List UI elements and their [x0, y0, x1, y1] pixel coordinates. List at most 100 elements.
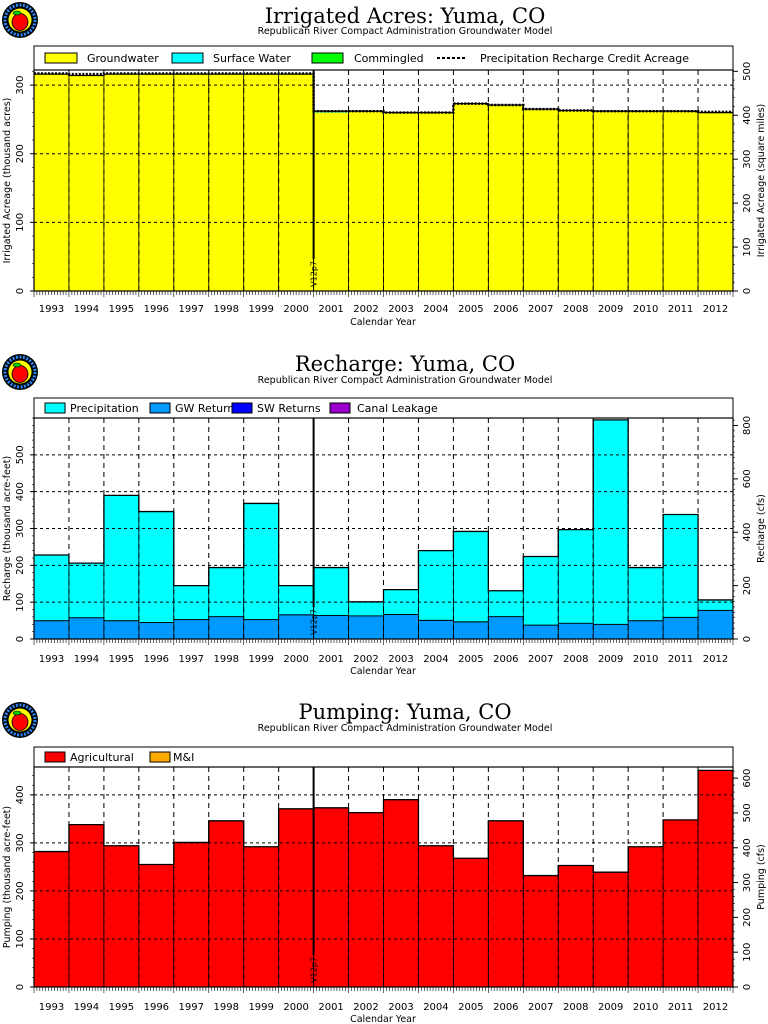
legend-swatch: [329, 402, 351, 414]
year-label: 1998: [213, 654, 238, 665]
bar-groundwater-2009: [593, 111, 629, 292]
logo-dots: [3, 3, 37, 37]
ytick-label: 100: [15, 213, 26, 232]
year-label: 2006: [493, 304, 518, 315]
model-version-label: V12p7: [310, 609, 319, 635]
year-label: 2000: [283, 1002, 308, 1013]
year-label: 2003: [388, 1002, 413, 1013]
bar-precipitation-2011: [663, 514, 699, 617]
bar-gw-returns-2012: [698, 609, 734, 639]
bar-groundwater-2002: [348, 111, 384, 292]
logo-dots: [3, 703, 37, 737]
bar-agricultural-2001: [313, 807, 349, 987]
bar-agricultural-1996: [138, 864, 175, 987]
bar-precipitation-1995: [103, 495, 140, 621]
year-label: 1999: [248, 1002, 273, 1013]
year-label: 1999: [248, 304, 273, 315]
year-label: 2010: [633, 654, 658, 665]
y-axis-right-label: Irrigated Acreage (square miles): [756, 104, 767, 258]
bar-groundwater-2008: [558, 110, 594, 291]
year-label: 1999: [248, 654, 273, 665]
year-label: 2005: [458, 654, 483, 665]
legend-label: Groundwater: [87, 52, 159, 65]
bar-gw-returns-2011: [663, 616, 699, 639]
bar-agricultural-2010: [628, 846, 664, 987]
bar-groundwater-2005: [453, 103, 489, 291]
chart-subtitle: Republican River Compact Administration …: [258, 723, 553, 734]
bar-agricultural-1998: [208, 820, 245, 987]
year-label: 2005: [458, 1002, 483, 1013]
bar-precipitation-1999: [243, 503, 280, 620]
year-label: 2011: [668, 1002, 693, 1013]
bar-agricultural-2004: [418, 845, 454, 987]
year-label: 2001: [318, 654, 343, 665]
ytick-label: 0: [15, 636, 26, 642]
ytick-label: 200: [15, 881, 26, 900]
bar-agricultural-2000: [278, 808, 314, 987]
bar-groundwater-1993: [34, 74, 70, 291]
y-axis-right-label: Pumping (cfs): [756, 844, 767, 910]
ytick-right-label: 400: [742, 106, 753, 125]
ytick-label: 0: [15, 984, 26, 990]
bar-gw-returns-1999: [243, 619, 280, 639]
ytick-label: 400: [15, 482, 26, 501]
bar-agricultural-2003: [383, 799, 419, 987]
legend-label: M&I: [173, 751, 194, 764]
ytick-label: 400: [15, 785, 26, 804]
year-label: 1996: [144, 654, 169, 665]
bar-groundwater-2004: [418, 112, 454, 291]
ytick-right-label: 0: [742, 288, 753, 294]
bar-gw-returns-2009: [593, 623, 629, 639]
year-label: 2010: [633, 1002, 658, 1013]
bar-groundwater-2006: [488, 105, 524, 291]
legend-label: SW Returns: [257, 402, 321, 415]
year-label: 2003: [388, 654, 413, 665]
legend-box: [33, 746, 734, 768]
ytick-right-label: 100: [742, 238, 753, 257]
bar-groundwater-2012: [698, 112, 734, 291]
ytick-label: 100: [15, 929, 26, 948]
model-version-label: V12p7: [310, 261, 319, 287]
ytick-right-label: 300: [742, 150, 753, 169]
bar-agricultural-2002: [348, 812, 384, 987]
bar-precipitation-2004: [418, 550, 454, 620]
year-label: 2012: [703, 1002, 728, 1013]
year-label: 2004: [423, 654, 448, 665]
bar-gw-returns-1998: [208, 616, 245, 639]
ytick-label: 0: [15, 288, 26, 294]
chart-subtitle: Republican River Compact Administration …: [258, 26, 553, 37]
ytick-right-label: 0: [742, 984, 753, 990]
ytick-label: 300: [15, 76, 26, 95]
year-label: 1995: [109, 304, 134, 315]
bar-gw-returns-2007: [523, 624, 559, 639]
ytick-label: 300: [15, 519, 26, 538]
year-label: 2012: [703, 654, 728, 665]
rrca-logo: [2, 354, 38, 390]
year-label: 1993: [39, 304, 64, 315]
year-label: 1997: [179, 1002, 204, 1013]
ytick-right-label: 600: [742, 769, 753, 788]
bar-agricultural-2011: [663, 819, 699, 987]
x-axis-label: Calendar Year: [350, 1014, 416, 1024]
bar-agricultural-2006: [488, 820, 524, 987]
year-label: 2008: [563, 654, 588, 665]
legend-label: Commingled: [354, 52, 424, 65]
legend-swatch: [149, 751, 171, 763]
bar-precipitation-2007: [523, 556, 559, 625]
bar-precipitation-2005: [453, 531, 489, 622]
bar-groundwater-2003: [383, 112, 419, 291]
y-axis-label: Pumping (thousand acre-feet): [2, 806, 13, 948]
bar-gw-returns-2002: [348, 615, 384, 639]
chart-title: Irrigated Acres: Yuma, CO: [265, 4, 546, 28]
year-label: 2011: [668, 654, 693, 665]
bar-precipitation-2001: [313, 567, 349, 616]
ytick-right-label: 100: [742, 943, 753, 962]
bar-precipitation-2010: [628, 567, 664, 621]
bar-groundwater-1994: [68, 75, 105, 291]
bar-precipitation-2002: [348, 601, 384, 616]
bar-gw-returns-2005: [453, 621, 489, 639]
year-label: 2003: [388, 304, 413, 315]
bar-precipitation-1994: [68, 563, 105, 618]
bar-gw-returns-2000: [278, 614, 314, 639]
